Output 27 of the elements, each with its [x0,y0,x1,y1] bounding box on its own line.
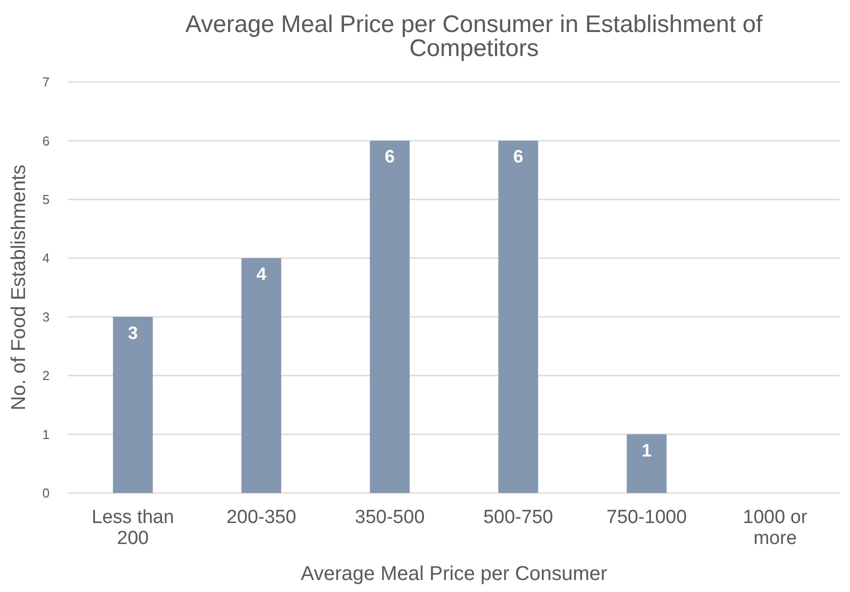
data-label: 3 [128,322,138,343]
bar [112,316,153,493]
y-tick-label: 6 [42,133,50,148]
y-tick-label: 1 [42,426,50,442]
x-axis-title: Average Meal Price per Consumer [300,563,608,585]
y-tick-label: 3 [42,309,50,324]
x-tick-label: 350-500 [354,507,425,528]
data-label: 4 [256,264,266,284]
data-label: 1 [642,440,652,460]
y-tick-label: 4 [42,250,50,266]
data-label: 6 [513,146,524,167]
y-tick-label: 2 [42,368,50,384]
bar [498,140,538,493]
y-tick-label: 5 [42,192,50,207]
y-tick-label: 0 [42,486,50,501]
x-tick-label: 500-750 [483,507,554,528]
bar [241,258,282,493]
x-tick-label: 1000 or more [742,507,808,549]
bar [370,140,410,493]
x-tick-label: Less than 200 [92,507,174,549]
y-tick-label: 7 [42,74,50,90]
data-label: 6 [384,146,395,167]
x-tick-label: 200-350 [226,507,296,528]
chart-title: Average Meal Price per Consumer in Establishment of Competitors [185,11,763,62]
bar [626,434,667,493]
x-tick-label: 750-1000 [606,507,687,528]
y-axis-title: No. of Food Establishments [8,164,30,410]
